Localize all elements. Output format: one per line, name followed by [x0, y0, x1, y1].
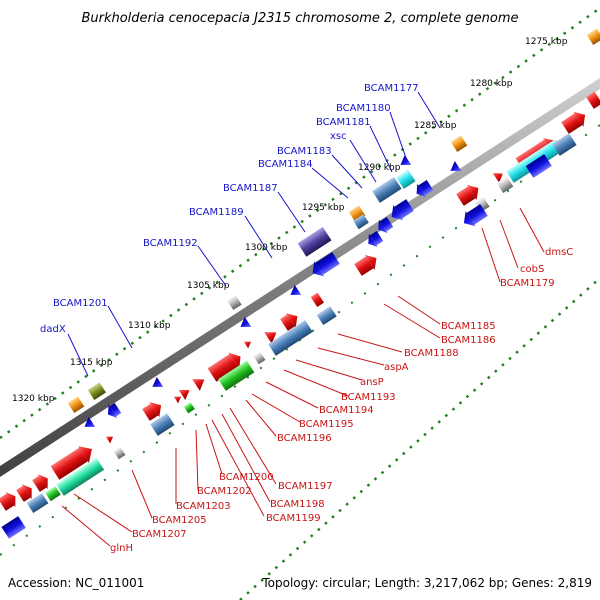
kbp-label: 1285 kbp [414, 121, 457, 131]
gene-label-aspA: aspA [384, 362, 409, 373]
gene-label-BCAM1198: BCAM1198 [270, 499, 325, 510]
gene-label-BCAM1194: BCAM1194 [319, 405, 374, 416]
gene-label-BCAM1197: BCAM1197 [278, 481, 333, 492]
gene-label-BCAM1195: BCAM1195 [299, 419, 354, 430]
gene-label-BCAM1192: BCAM1192 [143, 238, 198, 249]
genome-summary-text: Topology: circular; Length: 3,217,062 bp… [261, 576, 592, 590]
kbp-label: 1280 kbp [470, 79, 513, 89]
kbp-scale: 1275 kbp 1280 kbp 1285 kbp 1290 kbp 1295… [12, 37, 568, 404]
gene-label-BCAM1203: BCAM1203 [176, 501, 231, 512]
kbp-label: 1295 kbp [302, 203, 345, 213]
lower-gene-labels: dmsC cobS BCAM1179 BCAM1185 BCAM1186 BCA… [61, 207, 573, 554]
gene-label-xsc: xsc [330, 131, 347, 142]
upper-gene-labels: BCAM1177 BCAM1180 BCAM1181 xsc BCAM1183 … [40, 83, 441, 377]
gene-label-BCAM1193: BCAM1193 [341, 392, 396, 403]
gene-label-BCAM1180: BCAM1180 [336, 103, 391, 114]
gene-label-BCAM1187: BCAM1187 [223, 183, 278, 194]
gene-label-glnH: glnH [110, 543, 133, 554]
gene-label-BCAM1189: BCAM1189 [189, 207, 244, 218]
kbp-label: 1320 kbp [12, 394, 55, 404]
gene-label-BCAM1202: BCAM1202 [197, 486, 252, 497]
lower-leader-lines [61, 207, 545, 547]
kbp-label: 1310 kbp [128, 321, 171, 331]
gene-label-BCAM1199: BCAM1199 [266, 513, 321, 524]
gene-label-BCAM1200: BCAM1200 [219, 472, 274, 483]
kbp-label: 1315 kbp [70, 358, 113, 368]
gene-label-BCAM1196: BCAM1196 [277, 433, 332, 444]
gene-label-BCAM1185: BCAM1185 [441, 321, 496, 332]
gene-label-BCAM1184: BCAM1184 [258, 159, 313, 170]
accession-text: Accession: NC_011001 [8, 576, 144, 590]
reverse-genes [1, 154, 552, 539]
gene-label-BCAM1188: BCAM1188 [404, 348, 459, 359]
kbp-label: 1290 kbp [358, 163, 401, 173]
genome-backbone [0, 78, 600, 477]
tick-track-upper [0, 6, 600, 440]
gene-label-dadX: dadX [40, 324, 66, 335]
gene-label-BCAM1183: BCAM1183 [277, 146, 332, 157]
gene-label-BCAM1179: BCAM1179 [500, 278, 555, 289]
upper-leader-lines [67, 91, 441, 377]
gene-label-BCAM1186: BCAM1186 [441, 335, 496, 346]
gene-label-BCAM1205: BCAM1205 [152, 515, 207, 526]
kbp-label: 1305 kbp [187, 281, 230, 291]
map-title: Burkholderia cenocepacia J2315 chromosom… [81, 11, 518, 26]
gene-label-ansP: ansP [360, 377, 384, 388]
gene-label-BCAM1177: BCAM1177 [364, 83, 419, 94]
kbp-label: 1275 kbp [525, 37, 568, 47]
gene-label-cobS: cobS [520, 264, 544, 275]
gene-label-dmsC: dmsC [545, 247, 573, 258]
gene-label-BCAM1207: BCAM1207 [132, 529, 187, 540]
gene-label-BCAM1201: BCAM1201 [53, 298, 108, 309]
gene-label-BCAM1181: BCAM1181 [316, 117, 371, 128]
kbp-label: 1300 kbp [245, 243, 288, 253]
